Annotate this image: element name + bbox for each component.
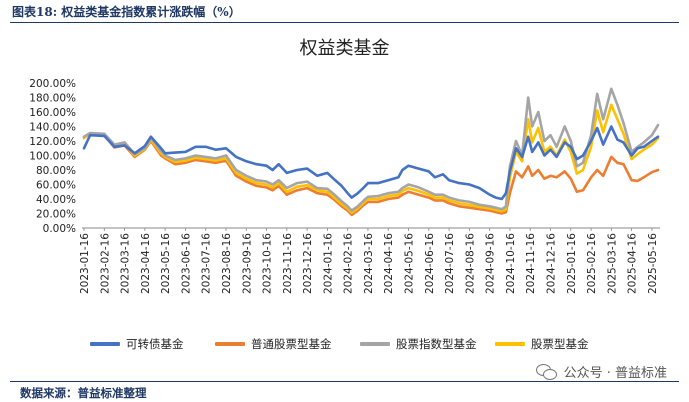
x-tick-label: 2024-01-16 xyxy=(322,233,334,294)
x-tick-label: 2025-03-16 xyxy=(606,233,618,294)
x-tick-label: 2023-07-16 xyxy=(201,233,213,294)
y-tick-label: 80.00% xyxy=(36,165,76,177)
y-tick-label: 40.00% xyxy=(36,194,76,206)
x-tick-label: 2024-05-16 xyxy=(404,233,416,294)
x-tick-label: 2023-09-16 xyxy=(241,233,253,294)
x-tick-label: 2023-02-16 xyxy=(99,233,111,294)
x-tick-label: 2023-06-16 xyxy=(180,233,192,294)
x-tick-label: 2025-02-16 xyxy=(586,233,598,294)
x-tick-label: 2025-04-16 xyxy=(627,233,639,294)
x-tick-label: 2023-08-16 xyxy=(221,233,233,294)
x-tick-label: 2023-10-16 xyxy=(262,233,274,294)
legend-swatch xyxy=(495,342,525,346)
figure-header: 图表18: 权益类基金指数累计涨跌幅（%） xyxy=(0,0,689,24)
x-tick-label: 2023-01-16 xyxy=(79,233,91,294)
legend-item-stock: 股票型基金 xyxy=(495,336,589,352)
figure-caption: 图表18: 权益类基金指数累计涨跌幅（%） xyxy=(12,5,241,19)
y-tick-label: 20.00% xyxy=(36,209,76,221)
x-tick-label: 2024-03-16 xyxy=(363,233,375,294)
x-tick-label: 2024-02-16 xyxy=(343,233,355,294)
x-tick-label: 2023-04-16 xyxy=(140,233,152,294)
series-line-1 xyxy=(82,132,660,217)
x-tick-label: 2023-05-16 xyxy=(160,233,172,294)
series-line-0 xyxy=(82,125,660,201)
x-tick-label: 2023-12-16 xyxy=(302,233,314,294)
x-tick-label: 2024-08-16 xyxy=(464,233,476,294)
chart-title: 权益类基金 xyxy=(299,38,390,59)
y-tick-label: 140.00% xyxy=(29,122,76,134)
data-source: 数据来源：普益标准整理 xyxy=(20,386,147,400)
x-tick-label: 2025-01-16 xyxy=(566,233,578,294)
y-tick-label: 120.00% xyxy=(29,136,76,148)
wechat-icon xyxy=(535,363,558,380)
watermark-text: 公众号 · 普益标准 xyxy=(563,366,667,381)
legend-swatch xyxy=(90,342,120,346)
header-divider xyxy=(10,22,679,23)
y-tick-label: 60.00% xyxy=(36,180,76,192)
x-tick-label: 2025-05-16 xyxy=(647,233,659,294)
y-tick-label: 160.00% xyxy=(29,107,76,119)
series-line-2 xyxy=(82,87,660,212)
series-line-3 xyxy=(82,103,660,215)
legend-label: 普通股票型基金 xyxy=(251,337,332,351)
legend-item-common-stock: 普通股票型基金 xyxy=(215,336,332,352)
legend-item-convertible-bond: 可转债基金 xyxy=(90,336,184,352)
x-tick-label: 2024-07-16 xyxy=(444,233,456,294)
x-tick-label: 2023-03-16 xyxy=(120,233,132,294)
legend-swatch xyxy=(360,342,390,346)
legend-swatch xyxy=(215,342,245,346)
y-tick-label: 0.00% xyxy=(43,223,76,235)
x-tick-label: 2024-06-16 xyxy=(424,233,436,294)
footer-divider xyxy=(10,381,679,382)
x-tick-label: 2024-11-16 xyxy=(525,233,537,294)
legend-item-index-stock: 股票指数型基金 xyxy=(360,336,477,352)
y-tick-label: 180.00% xyxy=(29,93,76,105)
watermark: 公众号 · 普益标准 xyxy=(535,362,667,381)
x-tick-label: 2024-12-16 xyxy=(546,233,558,294)
x-tick-label: 2024-09-16 xyxy=(485,233,497,294)
legend-label: 股票指数型基金 xyxy=(396,337,477,351)
x-tick-label: 2023-11-16 xyxy=(282,233,294,294)
x-tick-label: 2024-10-16 xyxy=(505,233,517,294)
y-tick-label: 200.00% xyxy=(29,78,76,90)
y-tick-label: 100.00% xyxy=(29,151,76,163)
legend-label: 可转债基金 xyxy=(126,337,184,351)
chart-legend: 可转债基金 普通股票型基金 股票指数型基金 股票型基金 xyxy=(90,336,650,352)
legend-label: 股票型基金 xyxy=(531,337,589,351)
x-tick-label: 2024-04-16 xyxy=(383,233,395,294)
